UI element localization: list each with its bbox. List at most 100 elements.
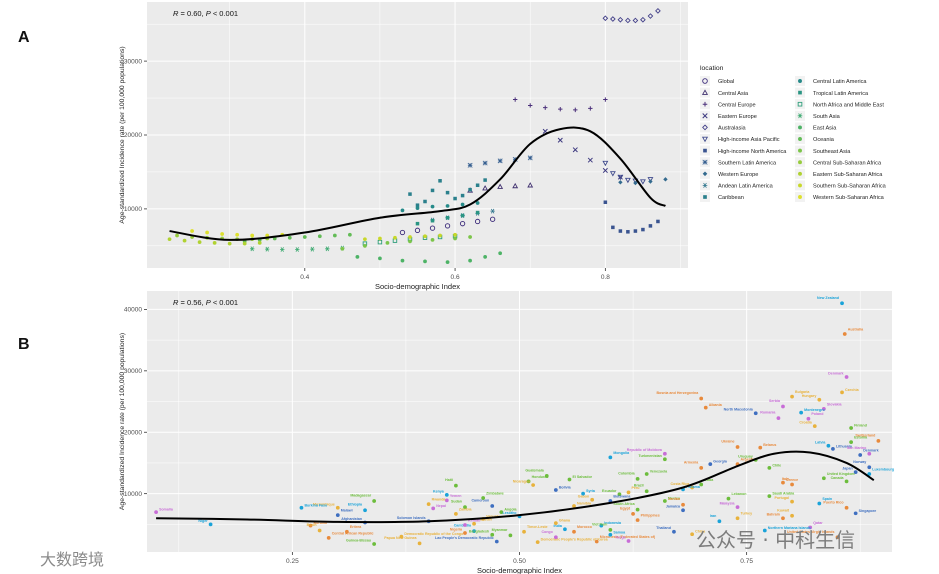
data-point <box>656 219 660 224</box>
legend-item: Andean Latin America <box>700 180 774 191</box>
x-axis-title: Socio-demographic Index <box>477 566 562 574</box>
legend-key <box>798 160 802 165</box>
data-point <box>844 505 849 510</box>
data-point <box>826 443 831 448</box>
point-label: Sudan <box>451 500 462 504</box>
x-axis-title: Socio-demographic Index <box>375 282 460 291</box>
data-point <box>332 233 337 238</box>
data-point <box>445 215 450 220</box>
point-label: Panama <box>686 485 701 489</box>
data-point <box>553 535 558 540</box>
series-tropical-latin-america <box>415 210 480 226</box>
data-point <box>460 202 465 207</box>
point-label: Guinea-Bissau <box>346 539 371 543</box>
data-point <box>423 199 427 204</box>
point-label: Lesotho <box>503 511 518 515</box>
data-point <box>444 498 449 503</box>
data-point <box>790 482 794 487</box>
data-point <box>426 502 431 506</box>
point-label: Luxembourg <box>872 468 894 472</box>
data-point <box>348 232 352 237</box>
legend-item: Tropical Latin America <box>795 87 869 98</box>
data-point <box>617 492 622 497</box>
data-point <box>287 235 292 240</box>
legend-item: Western Europe <box>700 168 758 179</box>
data-point <box>468 187 472 192</box>
data-point <box>655 8 661 14</box>
point-label: Kenya <box>433 489 445 493</box>
legend-label: Western Europe <box>718 172 758 178</box>
point-label: Denmark <box>863 448 878 452</box>
y-axis-title: Age-standardized Incidence rate (per 100… <box>119 333 126 510</box>
data-point <box>317 528 322 533</box>
data-point <box>567 477 572 482</box>
data-point <box>781 480 785 485</box>
point-label: Iran <box>710 514 717 518</box>
y-axis-title: Age-standardized Incidence rate (per 100… <box>119 46 126 223</box>
data-point <box>528 103 533 108</box>
series-southeast-asia <box>340 235 472 251</box>
legend-item: Caribbean <box>700 192 744 202</box>
data-point <box>849 426 853 430</box>
point-label: Viet Nam <box>592 522 607 526</box>
legend-key <box>703 148 707 153</box>
data-point <box>647 13 654 19</box>
data-point <box>408 192 412 196</box>
data-point <box>444 223 451 229</box>
data-point <box>308 523 313 528</box>
point-label: Spain <box>822 497 832 501</box>
data-point <box>438 179 442 183</box>
point-label: Croatia <box>799 421 812 425</box>
point-label: Namibia <box>577 501 592 505</box>
data-point <box>557 137 563 143</box>
point-label: Lao People's Democratic Republic <box>435 536 494 540</box>
data-point <box>726 496 731 501</box>
data-point <box>806 416 811 421</box>
data-point <box>867 451 872 456</box>
data-point <box>781 404 785 409</box>
data-point <box>512 182 519 189</box>
data-point <box>717 519 722 524</box>
legend-item: Oceania <box>795 134 835 144</box>
legend-label: High-income Asia Pacific <box>718 137 780 143</box>
data-point <box>182 238 187 243</box>
point-label: Cambodia <box>454 524 472 528</box>
data-point <box>735 505 740 510</box>
point-label: Canada <box>831 476 845 480</box>
data-point <box>603 97 608 102</box>
legend-item: South Asia <box>795 110 841 121</box>
data-point <box>572 147 578 153</box>
data-point <box>599 523 604 528</box>
point-label: Georgia <box>713 460 728 464</box>
point-label: Costa Rica <box>671 482 691 486</box>
data-point <box>463 505 467 510</box>
data-point <box>445 190 450 195</box>
legend-key-bg <box>700 87 710 98</box>
data-point <box>867 472 872 476</box>
data-point <box>663 177 668 182</box>
point-label: Mexico <box>668 497 681 501</box>
legend-key <box>702 159 708 165</box>
point-label: Mongolia <box>613 451 630 455</box>
data-point <box>821 407 826 411</box>
data-point <box>553 488 558 492</box>
data-point <box>608 455 613 460</box>
point-label: Bangladesh <box>469 529 489 533</box>
legend-label: Andean Latin America <box>718 184 774 190</box>
point-label: Uruguay <box>738 454 753 458</box>
data-point <box>498 251 503 256</box>
legend-label: South Asia <box>813 114 841 120</box>
data-point <box>531 483 535 487</box>
point-label: Bulgaria <box>795 390 810 394</box>
point-label: Indonesia <box>604 521 622 525</box>
data-point <box>635 477 640 481</box>
data-point <box>603 200 608 204</box>
series-eastern-europe <box>542 128 623 180</box>
point-label: Bahrain <box>767 513 780 517</box>
data-point <box>475 183 480 188</box>
data-point <box>602 15 609 22</box>
legend-label: Oceania <box>813 137 835 143</box>
y-tick-label: 40000 <box>124 307 142 314</box>
point-label: Ethiopia <box>348 503 363 507</box>
